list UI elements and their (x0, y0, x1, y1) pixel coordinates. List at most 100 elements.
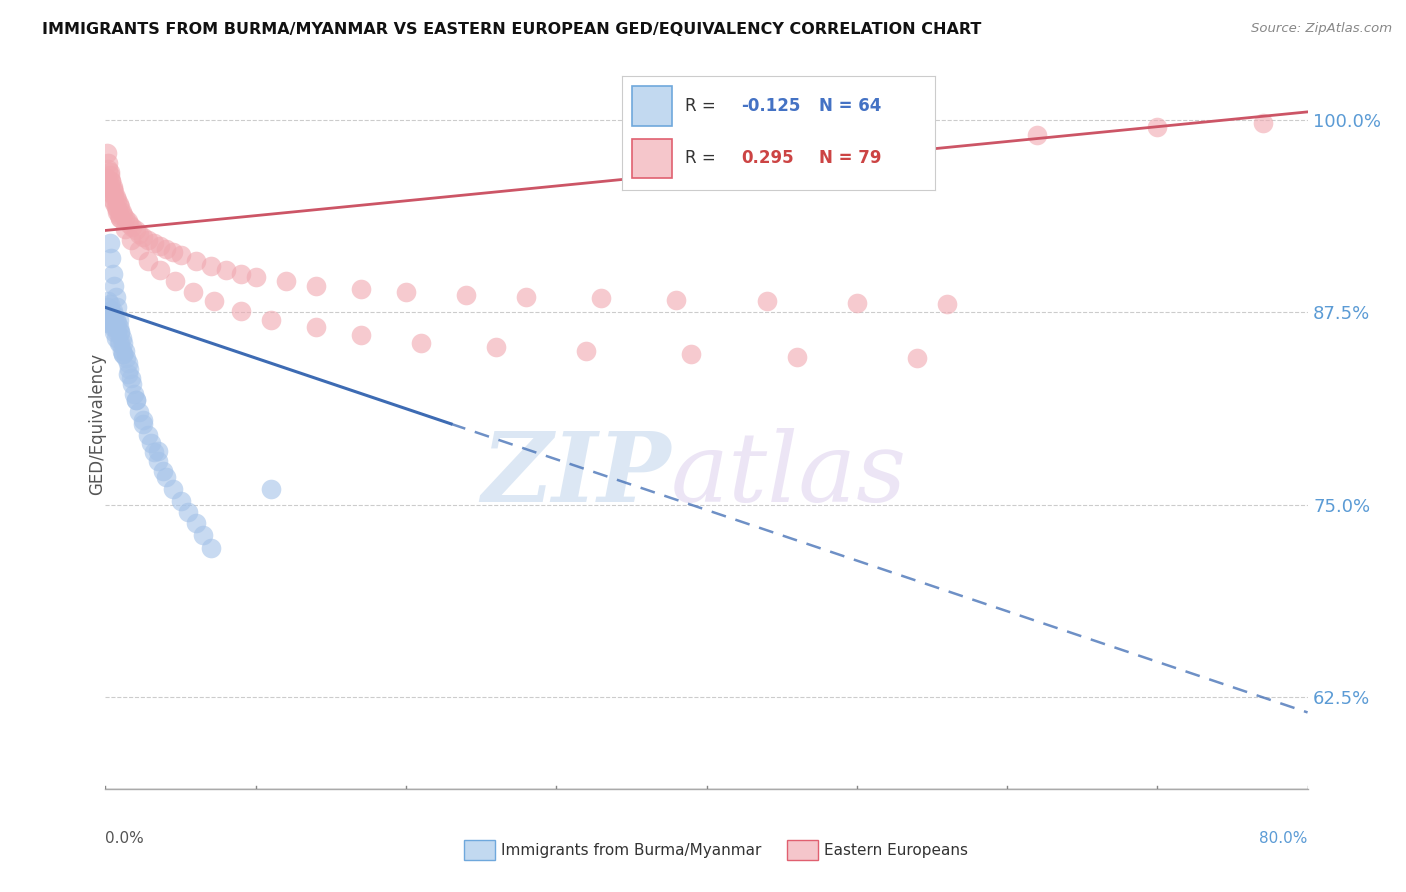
Point (103, 185, 125, 199)
Point (101, 193, 124, 207)
Point (124, 392, 146, 407)
Point (107, 193, 129, 207)
Point (111, 331, 134, 345)
Point (124, 392, 146, 407)
Point (128, 244, 150, 258)
Point (177, 505, 200, 519)
Point (515, 290, 537, 304)
Point (122, 386, 145, 401)
Point (101, 180, 124, 194)
Point (409, 335, 432, 350)
Point (229, 303, 252, 318)
Point (98, 303, 121, 318)
Point (146, 454, 169, 468)
Text: R =: R = (685, 150, 716, 168)
Point (152, 464, 174, 478)
Point (104, 200, 127, 214)
Y-axis label: GED/Equivalency: GED/Equivalency (89, 352, 105, 495)
Point (169, 494, 191, 508)
Point (96, 301, 118, 315)
Point (98, 235, 121, 250)
Point (110, 325, 132, 339)
Point (98, 312, 121, 326)
Text: 0.0%: 0.0% (105, 831, 145, 847)
Point (181, 285, 204, 299)
Point (100, 251, 122, 265)
Point (104, 312, 127, 326)
Point (96, 146, 118, 161)
Point (121, 377, 143, 392)
Point (121, 220, 143, 235)
Point (107, 301, 129, 315)
Point (184, 254, 207, 268)
Text: Source: ZipAtlas.com: Source: ZipAtlas.com (1251, 22, 1392, 36)
Point (163, 274, 186, 288)
Point (200, 541, 222, 555)
Point (274, 274, 297, 288)
Point (117, 356, 139, 370)
Point (108, 197, 131, 211)
Point (112, 346, 135, 360)
Point (132, 413, 155, 427)
Point (110, 211, 132, 226)
Point (350, 328, 373, 343)
Point (200, 259, 222, 273)
Point (97, 155, 120, 169)
Point (110, 211, 132, 226)
Point (101, 182, 124, 196)
Point (936, 297, 959, 311)
Point (112, 335, 135, 350)
Point (395, 285, 418, 299)
Point (245, 269, 267, 284)
Point (260, 482, 283, 496)
Point (905, 351, 928, 366)
Point (97, 316, 120, 330)
Point (575, 343, 598, 358)
Point (665, 293, 688, 307)
Point (110, 325, 132, 339)
Text: N = 79: N = 79 (820, 150, 882, 168)
Point (100, 316, 122, 330)
Point (146, 443, 169, 458)
Point (139, 436, 162, 450)
Point (117, 214, 139, 228)
Point (1251, 116, 1274, 130)
Point (136, 254, 159, 268)
Point (108, 208, 131, 222)
Point (132, 229, 155, 244)
Point (115, 351, 138, 366)
Point (98, 165, 121, 179)
Point (114, 343, 136, 358)
Point (97, 178, 120, 192)
Point (111, 205, 134, 219)
Point (103, 278, 125, 293)
Point (132, 417, 155, 432)
Point (112, 346, 135, 360)
Point (786, 350, 808, 364)
Point (100, 186, 122, 201)
Point (107, 205, 129, 219)
Point (120, 371, 142, 385)
Point (148, 239, 170, 253)
Point (128, 227, 150, 241)
Point (162, 482, 184, 496)
Point (104, 320, 127, 334)
Point (103, 325, 125, 339)
Point (454, 288, 477, 302)
Point (136, 233, 159, 247)
Point (96, 171, 118, 186)
Text: Immigrants from Burma/Myanmar: Immigrants from Burma/Myanmar (501, 843, 761, 857)
Point (845, 295, 868, 310)
Point (142, 445, 165, 459)
Point (108, 312, 131, 326)
Text: IMMIGRANTS FROM BURMA/MYANMAR VS EASTERN EUROPEAN GED/EQUIVALENCY CORRELATION CH: IMMIGRANTS FROM BURMA/MYANMAR VS EASTERN… (42, 22, 981, 37)
Point (169, 248, 191, 262)
Point (98, 168, 121, 182)
Point (104, 189, 127, 203)
Point (214, 263, 236, 277)
Text: ZIP: ZIP (481, 428, 671, 522)
Point (1026, 128, 1049, 142)
Point (101, 320, 124, 334)
Point (681, 346, 703, 360)
Point (101, 310, 124, 324)
